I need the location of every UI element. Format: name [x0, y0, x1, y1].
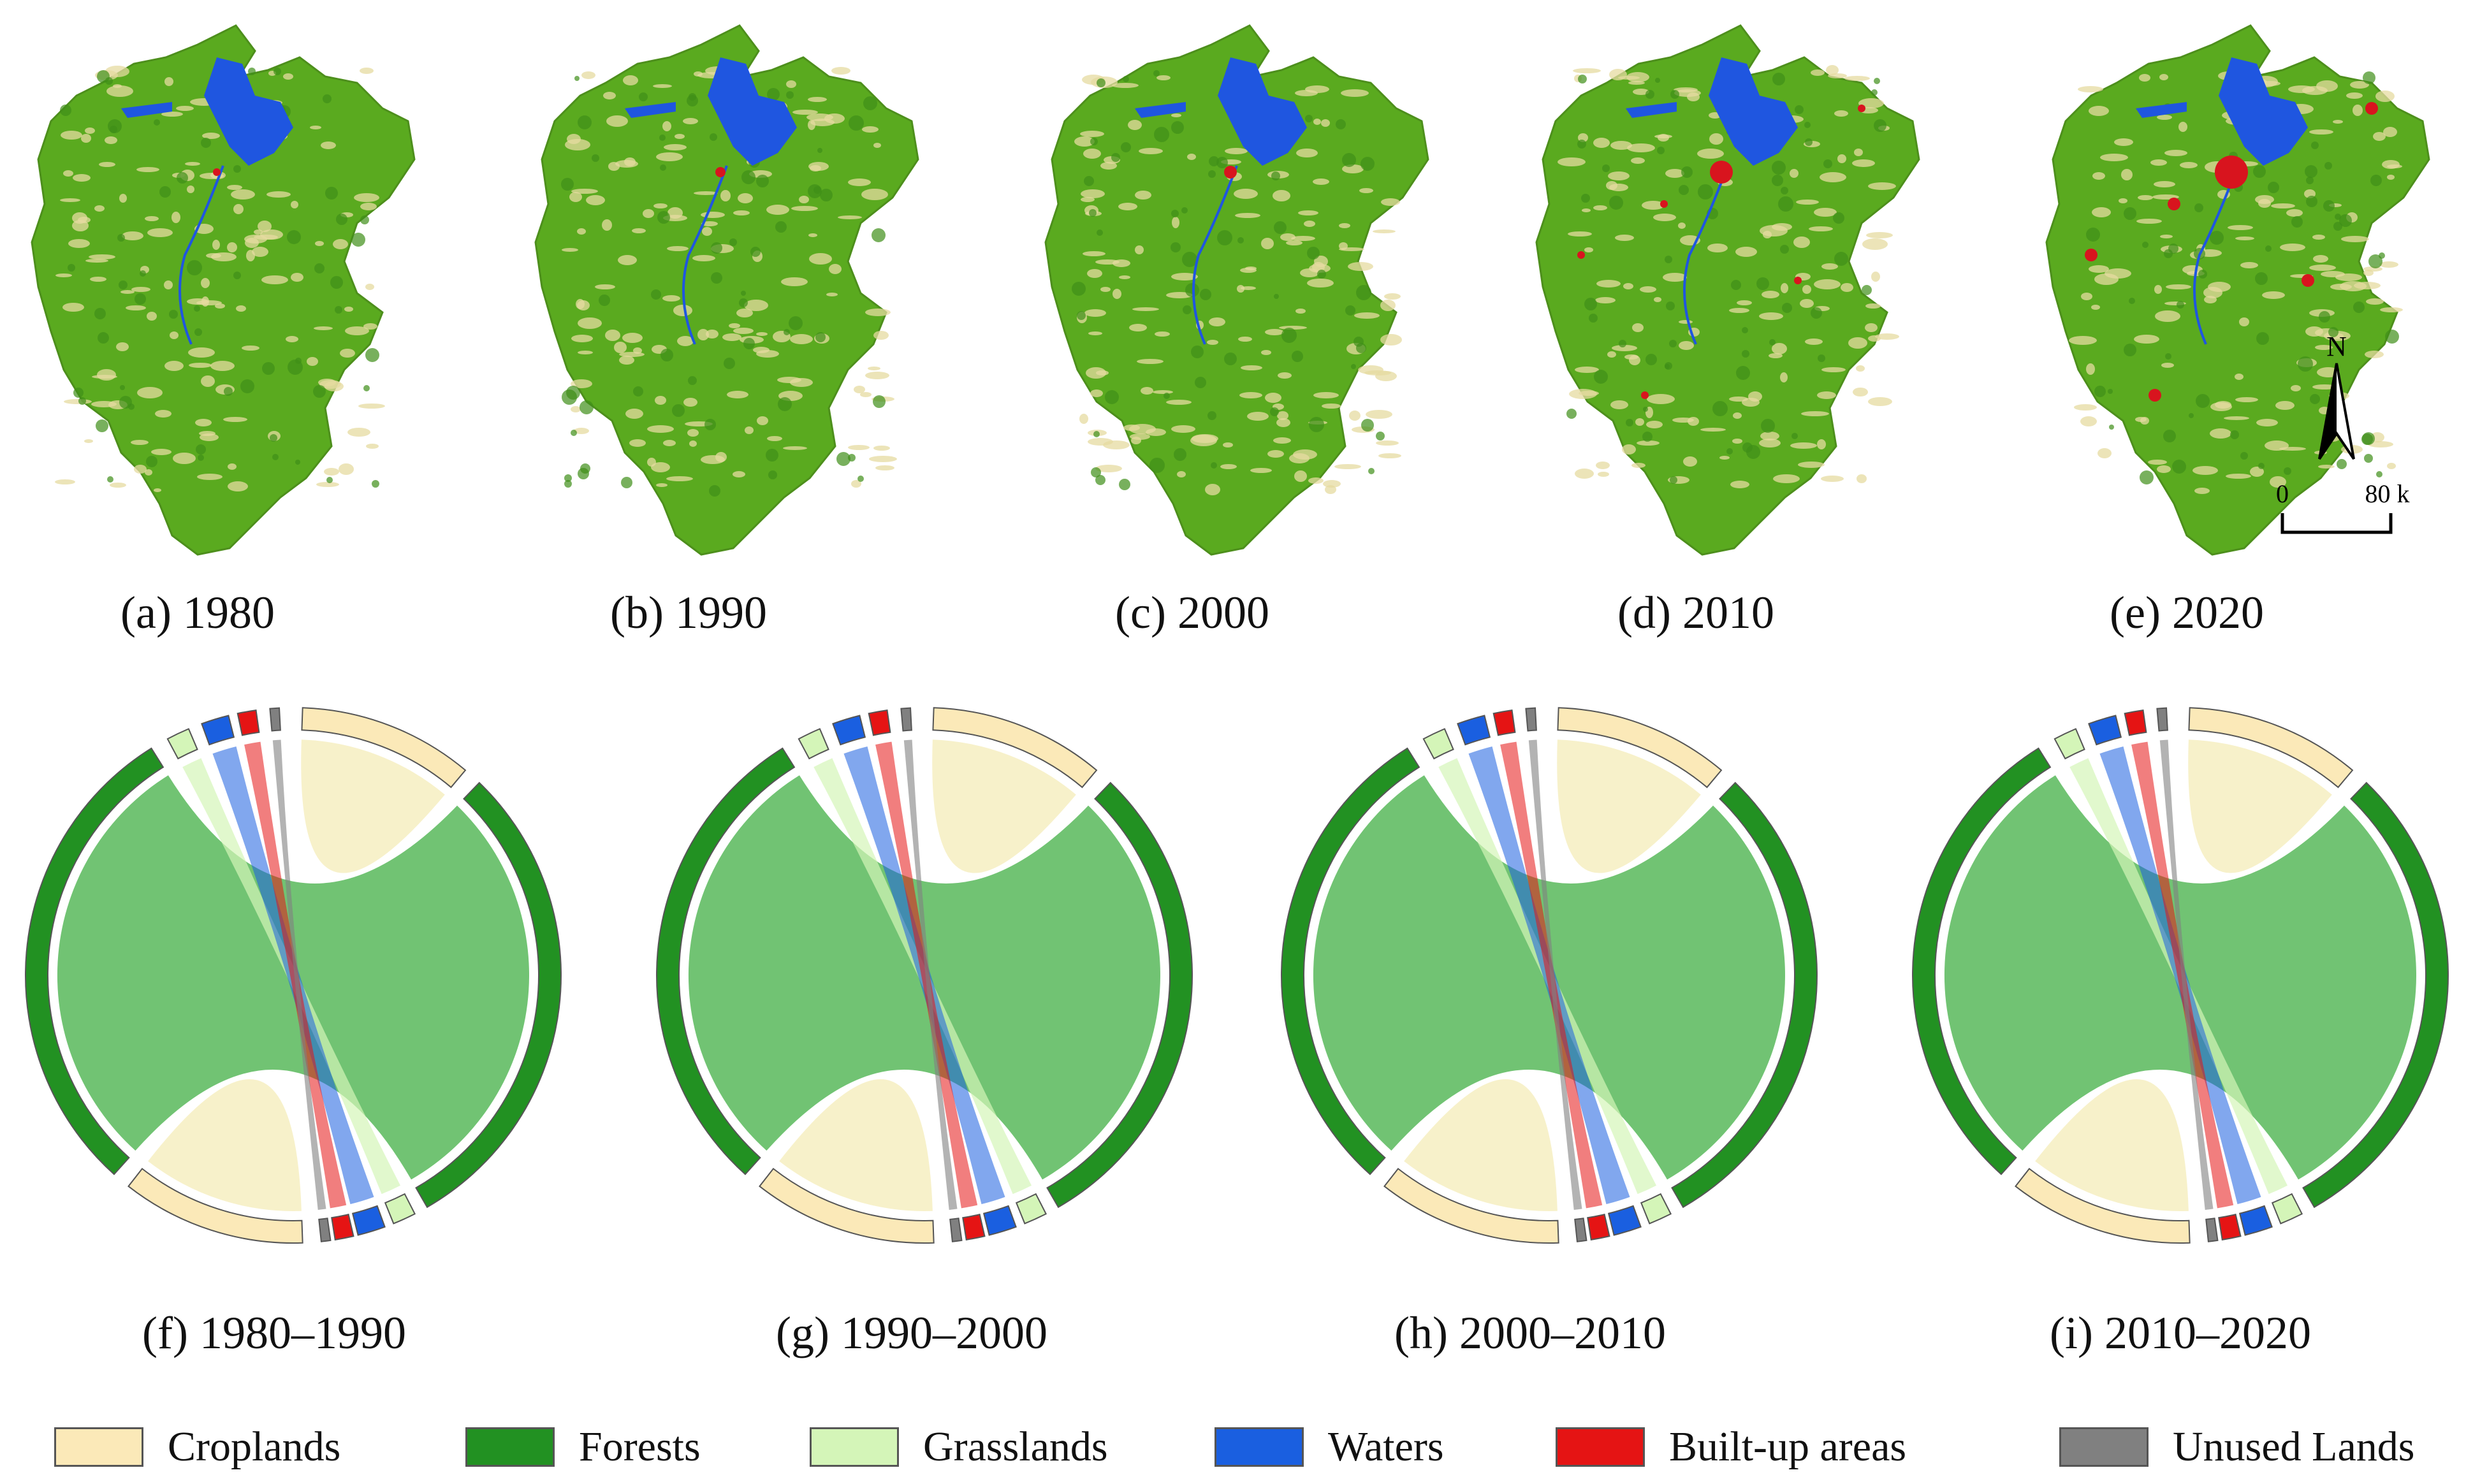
legend-item-built-up-areas: Built-up areas [1556, 1418, 1906, 1476]
chord-caption-4: (i) 2010–2020 [2050, 1307, 2311, 1358]
legend-swatch [54, 1427, 143, 1467]
legend-swatch [1215, 1427, 1304, 1467]
chord-arc-built-up-areas [868, 709, 891, 736]
map-caption-2: (b) 1990 [610, 587, 767, 638]
chord-arc-forests [415, 782, 562, 1209]
chord-arc-croplands [1383, 1167, 1559, 1244]
legend-label: Unused Lands [2173, 1423, 2415, 1470]
chord-arc-unused-lands [949, 1218, 963, 1242]
legend-swatch [465, 1427, 555, 1467]
legend-item-grasslands: Grasslands [810, 1418, 1108, 1476]
legend-item-waters: Waters [1215, 1418, 1444, 1476]
north-arrow-scale-bar: N 0 80 km [2276, 331, 2410, 534]
chord-diagram-2 [656, 707, 1193, 1244]
chord-arc-forests [1671, 782, 1818, 1209]
land-use-map-3 [1044, 24, 1429, 556]
chord-arc-grasslands [1640, 1193, 1672, 1225]
chord-arc-forests [1912, 747, 2052, 1175]
chord-diagram-4 [1912, 707, 2449, 1244]
chord-arc-croplands [1557, 707, 1723, 789]
legend-item-forests: Forests [465, 1418, 701, 1476]
legend-swatch [2059, 1427, 2149, 1467]
chord-arc-unused-lands [2205, 1218, 2219, 1242]
chord-arc-unused-lands [1574, 1218, 1587, 1242]
chord-arc-built-up-areas [2124, 709, 2147, 736]
legend-item-croplands: Croplands [54, 1418, 340, 1476]
chord-arc-croplands [759, 1167, 935, 1244]
chord-arc-unused-lands [1525, 707, 1537, 732]
chord-arc-forests [25, 747, 164, 1175]
legend-swatch [810, 1427, 899, 1467]
chord-arc-waters [351, 1205, 386, 1236]
legend-swatch [1556, 1427, 1645, 1467]
chord-arc-waters [201, 715, 235, 746]
legend-item-unused-lands: Unused Lands [2059, 1418, 2414, 1476]
chord-arc-unused-lands [900, 707, 912, 732]
chord-arc-forests [656, 747, 796, 1175]
chord-arc-croplands [932, 707, 1098, 789]
chord-arc-grasslands [2271, 1193, 2303, 1225]
legend-label: Croplands [168, 1423, 341, 1470]
chord-arc-grasslands [384, 1193, 416, 1225]
chord-arc-grasslands [2054, 728, 2085, 760]
legend-label: Waters [1328, 1423, 1444, 1470]
chord-arc-croplands [301, 707, 467, 789]
map-caption-1: (a) 1980 [120, 587, 275, 638]
chord-arc-built-up-areas [2218, 1213, 2242, 1240]
map-caption-5: (e) 2020 [2110, 587, 2264, 638]
scale-bar [2280, 513, 2393, 534]
chord-arc-built-up-areas [1492, 709, 1516, 736]
chord-arc-grasslands [1015, 1193, 1047, 1225]
map-caption-3: (c) 2000 [1115, 587, 1269, 638]
chord-arc-built-up-areas [1587, 1213, 1610, 1240]
chord-arc-croplands [2188, 707, 2354, 789]
chord-arc-waters [2088, 715, 2122, 746]
land-use-map-4 [1535, 24, 1920, 556]
scale-start-label: 0 [2276, 479, 2289, 508]
chord-arc-grasslands [1422, 728, 1454, 760]
chord-caption-2: (g) 1990–2000 [776, 1307, 1047, 1358]
chord-arc-waters [832, 715, 866, 746]
chord-arc-forests [2302, 782, 2449, 1209]
legend-label: Built-up areas [1669, 1423, 1907, 1470]
chord-diagram-3 [1281, 707, 1818, 1244]
land-use-map-2 [534, 24, 919, 556]
chord-caption-1: (f) 1980–1990 [142, 1307, 406, 1358]
legend-label: Grasslands [923, 1423, 1108, 1470]
legend: Croplands Forests Grasslands Waters Built-up… [0, 1418, 2466, 1476]
chord-arc-unused-lands [2156, 707, 2168, 732]
land-use-map-1 [31, 24, 416, 556]
chord-arc-grasslands [166, 728, 198, 760]
chord-arc-waters [1457, 715, 1491, 746]
chord-arc-croplands [2015, 1167, 2191, 1244]
chord-arc-waters [982, 1205, 1017, 1236]
chord-arc-built-up-areas [237, 709, 260, 736]
chord-caption-3: (h) 2000–2010 [1394, 1307, 1666, 1358]
chord-diagram-1 [25, 707, 562, 1244]
legend-label: Forests [579, 1423, 701, 1470]
chord-arc-forests [1281, 747, 1420, 1175]
chord-arc-unused-lands [318, 1218, 332, 1242]
chord-arc-waters [1607, 1205, 1642, 1236]
chord-arc-waters [2238, 1205, 2273, 1236]
chord-arc-croplands [128, 1167, 303, 1244]
north-label: N [2326, 331, 2347, 362]
chord-arc-unused-lands [269, 707, 281, 732]
chord-arc-grasslands [798, 728, 829, 760]
scale-end-label: 80 km [2365, 479, 2410, 508]
map-caption-4: (d) 2010 [1617, 587, 1774, 638]
chord-arc-built-up-areas [962, 1213, 986, 1240]
chord-arc-forests [1046, 782, 1193, 1209]
chord-arc-built-up-areas [331, 1213, 354, 1240]
